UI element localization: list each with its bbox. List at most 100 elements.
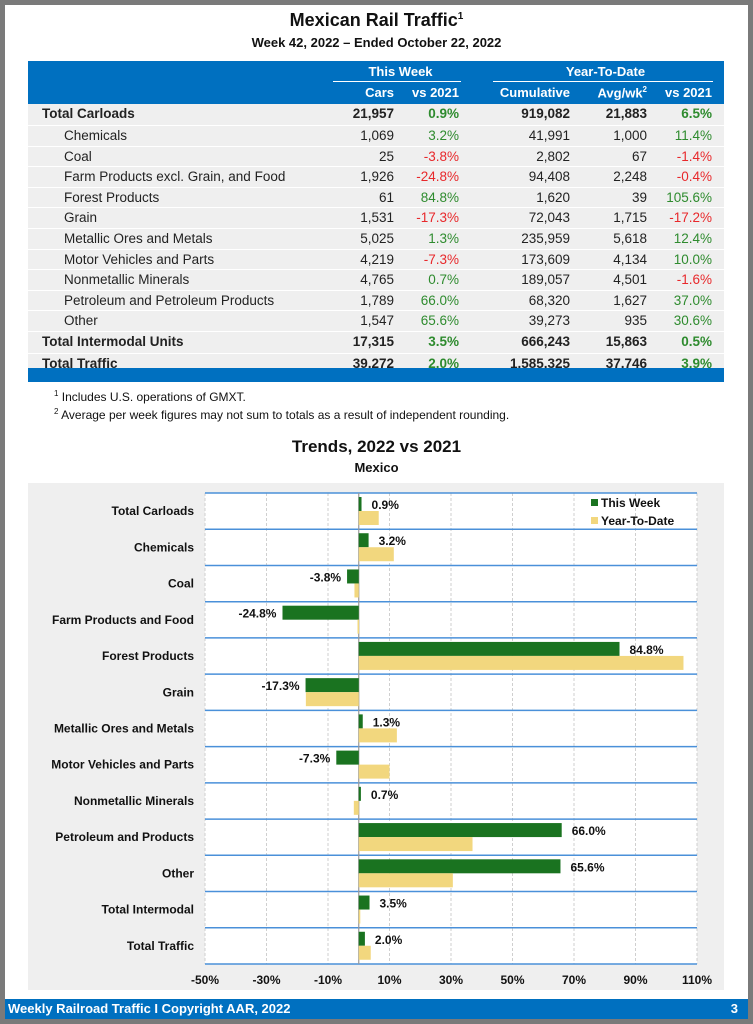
bar-ytd xyxy=(358,728,397,743)
group-divider xyxy=(493,81,713,82)
bar-this-week xyxy=(358,641,620,656)
bar-ytd xyxy=(358,909,361,924)
group-divider xyxy=(333,81,461,82)
cell-avg: 37,746 xyxy=(605,355,647,371)
cell-week-vs: 1.3% xyxy=(428,230,459,246)
cell-cars: 25 xyxy=(378,148,394,164)
table-row: Metallic Ores and Metals 5,025 1.3% 235,959… xyxy=(28,228,724,250)
cell-cars: 17,315 xyxy=(352,333,394,349)
bar-this-week xyxy=(358,859,561,874)
cell-ytd-vs: -1.6% xyxy=(676,272,712,288)
x-tick-label: 90% xyxy=(623,973,647,987)
cell-cars: 1,531 xyxy=(360,210,394,226)
cell-cars: 4,765 xyxy=(360,272,394,288)
cell-cumulative: 94,408 xyxy=(528,169,570,185)
x-tick-label: 10% xyxy=(377,973,401,987)
cell-cumulative: 189,057 xyxy=(521,272,570,288)
cell-cumulative: 72,043 xyxy=(528,210,570,226)
bar-this-week xyxy=(358,786,361,801)
col-header-cumulative: Cumulative xyxy=(499,85,570,100)
table-header: This Week Year-To-Date Cars vs 2021 Cumu… xyxy=(28,61,724,104)
cell-ytd-vs: 105.6% xyxy=(666,189,712,205)
table-row: Petroleum and Petroleum Products 1,789 66.… xyxy=(28,290,724,312)
bar-ytd xyxy=(357,619,360,634)
bar-this-week xyxy=(347,569,359,584)
cell-week-vs: 3.5% xyxy=(428,333,459,349)
cell-cumulative: 2,802 xyxy=(536,148,570,164)
category-label: Farm Products and Food xyxy=(52,613,194,627)
x-tick-label: 70% xyxy=(562,973,586,987)
cell-cars: 1,547 xyxy=(360,313,394,329)
bar-ytd xyxy=(358,764,390,779)
cell-ytd-vs: 37.0% xyxy=(673,292,712,308)
bar-ytd xyxy=(358,873,453,888)
category-label: Metallic Ores and Metals xyxy=(54,722,194,736)
cell-cars: 21,957 xyxy=(352,106,394,121)
cell-avg: 1,000 xyxy=(613,128,647,143)
bar-this-week xyxy=(305,678,359,693)
row-label: Petroleum and Petroleum Products xyxy=(64,292,275,308)
cell-week-vs: -17.3% xyxy=(416,210,459,226)
page-subtitle: Week 42, 2022 – Ended October 22, 2022 xyxy=(251,35,502,50)
legend-swatch-this-week xyxy=(591,499,598,506)
cell-week-vs: 2.0% xyxy=(428,355,459,371)
group-header-ytd: Year-To-Date xyxy=(565,64,646,79)
cell-ytd-vs: -1.4% xyxy=(676,148,712,164)
table-footer-bar xyxy=(28,368,724,382)
cell-ytd-vs: 0.5% xyxy=(681,333,712,349)
row-label: Metallic Ores and Metals xyxy=(64,230,213,246)
col-header-ytd-vs: vs 2021 xyxy=(665,85,712,100)
table-row: Coal 25 -3.8% 2,802 67 -1.4% xyxy=(28,146,724,168)
category-label: Forest Products xyxy=(102,649,194,663)
cell-cumulative: 1,620 xyxy=(536,189,570,205)
bar-this-week xyxy=(358,895,370,910)
cell-avg: 2,248 xyxy=(613,169,647,185)
data-label: -3.8% xyxy=(310,570,342,584)
bar-ytd xyxy=(305,692,359,707)
cell-week-vs: -24.8% xyxy=(416,169,459,185)
bar-this-week xyxy=(358,497,362,511)
cell-cumulative: 39,273 xyxy=(528,313,570,329)
table-row: Farm Products excl. Grain, and Food 1,926… xyxy=(28,167,724,188)
footer-text: Weekly Railroad Traffic I Copyright AAR,… xyxy=(8,1001,291,1016)
x-tick-label: 30% xyxy=(439,973,463,987)
x-tick-label: -10% xyxy=(314,973,342,987)
cell-ytd-vs: 12.4% xyxy=(673,230,712,246)
cell-cars: 61 xyxy=(378,189,394,205)
row-label: Nonmetallic Minerals xyxy=(64,272,190,288)
cell-cars: 4,219 xyxy=(360,251,394,267)
bar-this-week xyxy=(336,750,359,765)
page-footer: Weekly Railroad Traffic I Copyright AAR,… xyxy=(5,999,748,1019)
cell-avg: 21,883 xyxy=(605,106,647,121)
col-header-week-vs: vs 2021 xyxy=(412,85,459,100)
cell-cumulative: 41,991 xyxy=(528,128,570,143)
footnote-1: 1 Includes U.S. operations of GMXT. xyxy=(54,389,246,404)
group-header-this-week: This Week xyxy=(368,64,433,79)
cell-cars: 5,025 xyxy=(360,230,394,246)
table-row: Total Intermodal Units 17,315 3.5% 666,243 1… xyxy=(28,331,724,354)
x-tick-label: 110% xyxy=(682,973,712,987)
row-label: Total Traffic xyxy=(42,355,118,371)
cell-avg: 15,863 xyxy=(605,333,647,349)
cell-avg: 1,627 xyxy=(613,292,647,308)
cell-cumulative: 235,959 xyxy=(521,230,570,246)
data-label: 1.3% xyxy=(373,715,401,729)
data-label: 0.7% xyxy=(371,788,399,802)
cell-cars: 39,272 xyxy=(352,355,394,371)
category-label: Coal xyxy=(168,577,194,591)
data-label: 65.6% xyxy=(570,860,604,874)
data-label: 3.5% xyxy=(380,897,408,911)
cell-week-vs: -7.3% xyxy=(423,251,459,267)
cell-avg: 39 xyxy=(631,189,647,205)
bar-this-week xyxy=(358,533,369,548)
cell-ytd-vs: 3.9% xyxy=(681,355,712,371)
cell-cumulative: 919,082 xyxy=(521,106,570,121)
cell-ytd-vs: 30.6% xyxy=(673,313,712,329)
category-label: Petroleum and Products xyxy=(55,830,194,844)
table-body: Total Carloads 21,957 0.9% 919,082 21,883 6.5… xyxy=(28,104,724,376)
cell-ytd-vs: -17.2% xyxy=(669,210,712,226)
cell-week-vs: 66.0% xyxy=(420,292,459,308)
row-label: Motor Vehicles and Parts xyxy=(64,251,215,267)
cell-cumulative: 1,585,325 xyxy=(509,355,570,371)
